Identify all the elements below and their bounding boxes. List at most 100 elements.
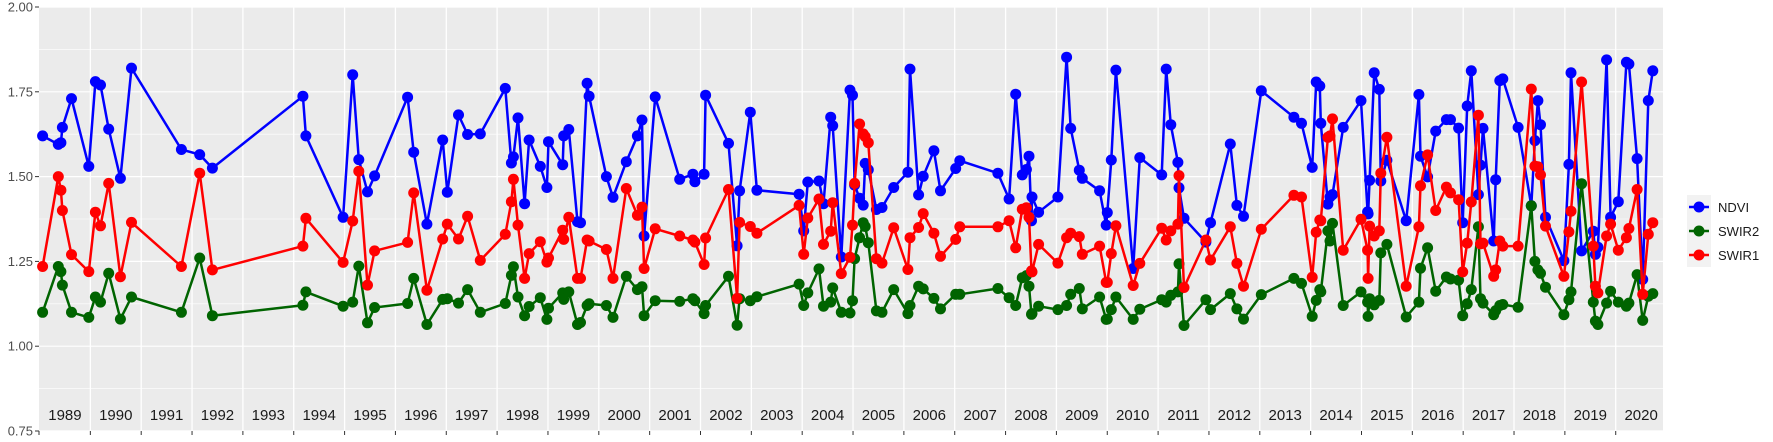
data-point-swir1 (825, 225, 837, 237)
data-point-swir1 (1101, 276, 1113, 288)
year-label: 2011 (1167, 407, 1199, 424)
data-point-ndvi (700, 89, 712, 101)
data-point-swir2 (888, 284, 900, 296)
data-point-swir1 (1020, 202, 1032, 214)
data-point-swir2 (1200, 294, 1212, 306)
data-point-swir1 (888, 222, 900, 234)
data-point-swir1 (1605, 218, 1617, 230)
data-point-swir2 (798, 300, 810, 311)
data-point-swir2 (534, 292, 546, 304)
data-point-swir2 (66, 306, 77, 318)
data-point-ndvi (1472, 189, 1484, 201)
data-point-ndvi (421, 218, 433, 230)
data-point-swir2 (1110, 291, 1122, 303)
data-point-swir1 (114, 271, 126, 283)
data-point-swir1 (1472, 109, 1484, 121)
data-point-swir1 (1010, 242, 1022, 254)
data-point-ndvi (541, 182, 553, 193)
data-point-swir2 (751, 291, 763, 303)
data-point-ndvi (744, 106, 756, 118)
data-point-swir2 (441, 293, 453, 305)
data-point-swir1 (402, 236, 414, 248)
year-label: 1991 (150, 407, 183, 424)
data-point-swir1 (917, 208, 929, 220)
year-label: 2014 (1319, 407, 1352, 424)
year-label: 2017 (1472, 407, 1505, 424)
data-point-swir2 (802, 287, 814, 299)
data-point-swir1 (1620, 232, 1632, 244)
data-point-ndvi (607, 191, 619, 203)
legend-key-dot (1693, 249, 1705, 261)
data-point-ndvi (954, 155, 966, 167)
data-point-swir1 (1073, 231, 1085, 243)
data-point-swir1 (1490, 264, 1502, 276)
data-point-swir2 (700, 300, 712, 311)
data-point-ndvi (362, 186, 373, 198)
data-point-swir1 (519, 272, 531, 284)
year-label: 2005 (862, 407, 895, 424)
data-point-ndvi (1172, 156, 1184, 168)
data-point-swir1 (698, 259, 710, 270)
data-point-swir1 (558, 233, 570, 245)
data-point-swir2 (353, 260, 365, 272)
data-point-swir1 (1094, 240, 1106, 252)
year-label: 2004 (811, 407, 844, 424)
data-point-swir1 (1023, 211, 1035, 223)
data-point-ndvi (1355, 95, 1367, 107)
data-point-ndvi (1156, 169, 1168, 181)
data-point-swir1 (1535, 169, 1546, 181)
y-axis: 0.75 1.00 1.25 1.50 1.75 2.00 (8, 0, 39, 439)
data-point-swir1 (1375, 167, 1387, 179)
data-point-swir2 (600, 300, 612, 311)
data-point-ndvi (1601, 54, 1613, 66)
data-point-swir2 (1052, 304, 1064, 316)
data-point-swir2 (1540, 281, 1551, 293)
data-point-swir2 (1076, 303, 1088, 315)
data-point-ndvi (1110, 64, 1122, 76)
legend-item-swir2: SWIR2 (1689, 224, 1759, 239)
year-label: 1992 (201, 407, 234, 424)
data-point-swir1 (1231, 257, 1243, 269)
data-point-swir1 (408, 187, 420, 199)
data-point-swir1 (731, 292, 743, 304)
data-point-swir1 (1076, 248, 1088, 260)
data-point-ndvi (1315, 117, 1327, 129)
data-point-ndvi (581, 77, 593, 89)
data-point-swir1 (1165, 225, 1177, 237)
year-label: 2020 (1624, 407, 1657, 424)
data-point-ndvi (1231, 199, 1243, 211)
data-point-swir1 (847, 219, 858, 231)
year-label: 2010 (1116, 407, 1149, 424)
data-point-swir1 (575, 272, 586, 284)
data-point-ndvi (55, 137, 67, 149)
data-point-ndvi (723, 137, 734, 149)
data-point-swir1 (347, 215, 359, 227)
data-point-swir2 (1381, 238, 1393, 250)
data-point-swir1 (1362, 272, 1374, 284)
data-point-swir2 (474, 306, 486, 318)
data-point-ndvi (1205, 217, 1216, 229)
data-point-swir1 (902, 264, 914, 275)
data-point-ndvi (1101, 207, 1113, 219)
data-point-swir2 (402, 298, 414, 309)
data-point-ndvi (1373, 83, 1385, 95)
series-ndvi (37, 51, 1659, 285)
data-point-swir2 (723, 270, 734, 282)
data-point-ndvi (1327, 189, 1338, 201)
data-point-swir2 (1231, 303, 1243, 315)
data-point-ndvi (402, 91, 414, 103)
data-point-swir1 (849, 177, 861, 189)
data-point-ndvi (802, 176, 814, 188)
data-point-swir2 (1565, 286, 1577, 298)
data-point-ndvi (1026, 191, 1038, 203)
data-point-swir1 (1306, 271, 1318, 283)
data-point-ndvi (583, 90, 595, 102)
data-point-swir1 (52, 171, 64, 183)
legend-item-ndvi: NDVI (1689, 200, 1749, 215)
data-point-swir1 (1337, 244, 1349, 256)
year-label: 2006 (913, 407, 946, 424)
data-point-swir2 (1373, 294, 1385, 306)
data-point-swir2 (206, 310, 218, 322)
data-point-swir1 (835, 268, 847, 280)
